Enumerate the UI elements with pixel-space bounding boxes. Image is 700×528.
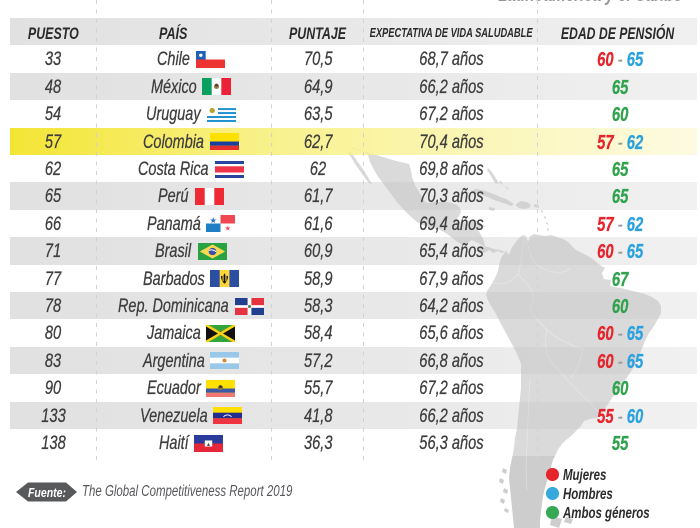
svg-text:Fuente:: Fuente: (28, 486, 66, 500)
